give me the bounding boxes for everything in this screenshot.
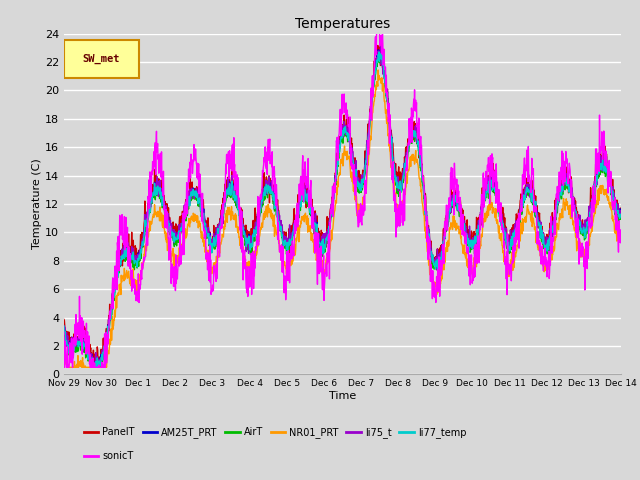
FancyBboxPatch shape bbox=[64, 40, 139, 78]
Legend: sonicT: sonicT bbox=[80, 447, 138, 465]
Text: SW_met: SW_met bbox=[83, 53, 120, 63]
Y-axis label: Temperature (C): Temperature (C) bbox=[32, 158, 42, 250]
Title: Temperatures: Temperatures bbox=[295, 17, 390, 31]
X-axis label: Time: Time bbox=[329, 391, 356, 401]
